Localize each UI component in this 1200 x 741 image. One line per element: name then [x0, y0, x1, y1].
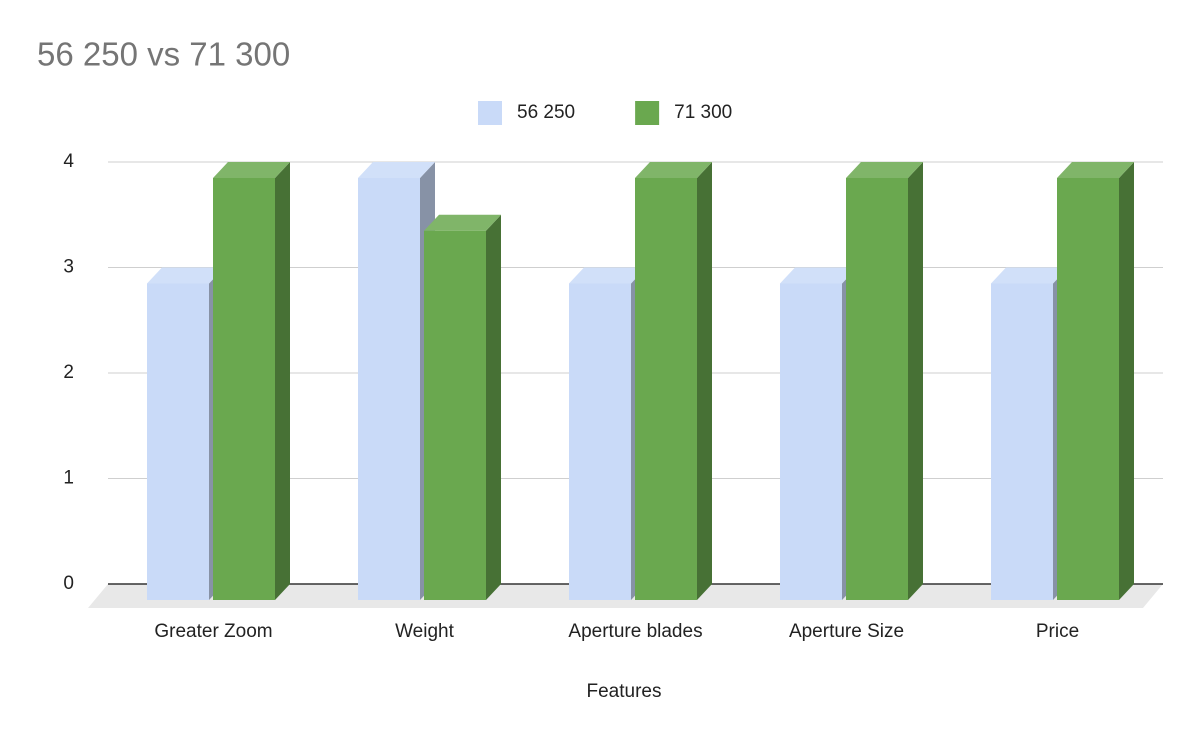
bar-top	[635, 162, 712, 178]
bar	[1057, 178, 1119, 600]
y-tick-label: 2	[63, 362, 74, 383]
legend-swatch	[478, 101, 502, 125]
x-tick-label: Price	[1036, 621, 1079, 642]
x-tick-label: Aperture blades	[568, 621, 702, 642]
x-tick-label: Weight	[395, 621, 455, 642]
y-tick-label: 4	[63, 151, 74, 172]
bar	[991, 283, 1053, 600]
bar-top	[991, 267, 1068, 284]
bar	[424, 230, 486, 600]
bar	[635, 178, 697, 600]
bar-top	[213, 162, 290, 178]
x-axis-label: Features	[587, 681, 662, 702]
legend-label: 71 300	[674, 102, 732, 123]
x-tick-label: Greater Zoom	[154, 621, 272, 642]
bar-side	[697, 162, 712, 600]
bar	[846, 178, 908, 600]
bar	[780, 283, 842, 600]
bar-side	[275, 162, 290, 600]
y-tick-label: 3	[63, 257, 74, 278]
chart-title: 56 250 vs 71 300	[37, 36, 290, 73]
y-tick-label: 0	[63, 573, 74, 594]
legend-swatch	[635, 101, 660, 125]
bar-top	[780, 267, 857, 284]
bar-side	[908, 162, 923, 600]
bar-top	[358, 162, 435, 178]
bar	[147, 283, 209, 600]
bar	[213, 178, 275, 600]
bar-side	[1119, 162, 1134, 600]
x-tick-label: Aperture Size	[789, 621, 904, 642]
bar-top	[147, 267, 224, 284]
bar-side	[486, 214, 501, 600]
bar-top	[1057, 162, 1134, 178]
bar-top	[424, 214, 501, 231]
y-tick-label: 1	[63, 468, 74, 489]
bar-top	[846, 162, 923, 178]
legend-label: 56 250	[517, 102, 575, 123]
bar	[358, 178, 420, 600]
bar-top	[569, 267, 646, 284]
bar	[569, 283, 631, 600]
